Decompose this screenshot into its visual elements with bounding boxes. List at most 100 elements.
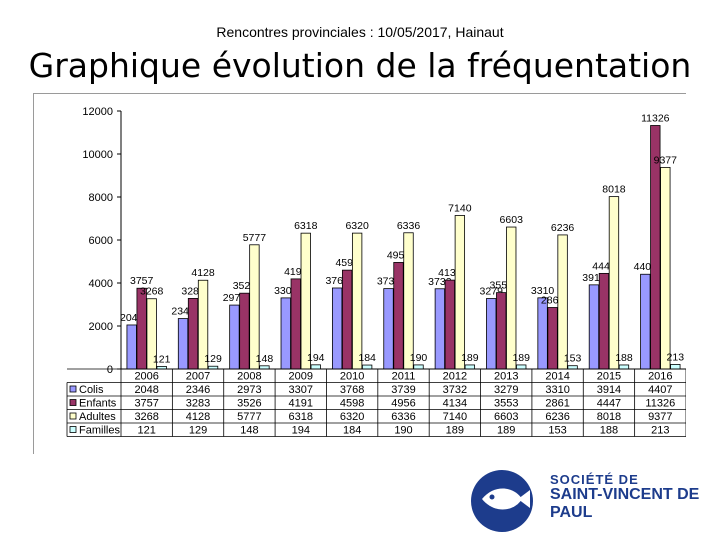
table-cell: 129: [189, 425, 207, 437]
data-label: 6318: [294, 220, 318, 232]
legend-swatch: [69, 412, 77, 420]
data-label: 6236: [551, 222, 575, 234]
data-label: 189: [461, 352, 479, 364]
table-cell: 6603: [494, 411, 518, 423]
data-label: 4956: [387, 249, 411, 261]
table-cell: 9377: [648, 411, 672, 423]
table-cell: 3757: [134, 398, 158, 410]
data-label: 6336: [397, 220, 421, 232]
data-label: 194: [307, 352, 325, 364]
bar-familles: [464, 364, 476, 370]
x-tick-label: 2008: [237, 371, 261, 383]
table-cell: 4447: [597, 398, 621, 410]
bar-colis: [177, 318, 189, 370]
x-tick-label: 2013: [494, 371, 518, 383]
x-tick-label: 2006: [134, 371, 158, 383]
table-cell: 3310: [545, 384, 569, 396]
bar-familles: [207, 365, 219, 370]
table-cell: 184: [343, 425, 361, 437]
data-label: 129: [204, 353, 222, 365]
data-label: 188: [615, 352, 633, 364]
legend-label: Enfants: [79, 398, 117, 410]
table-cell: 6320: [340, 411, 364, 423]
bar-familles: [670, 364, 681, 370]
bar-colis: [383, 288, 394, 370]
data-label: 8018: [602, 184, 626, 196]
table-cell: 3279: [494, 384, 518, 396]
data-label: 5777: [243, 232, 267, 244]
x-tick-label: 2016: [648, 371, 672, 383]
bar-colis: [640, 273, 651, 370]
y-tick-label: 4000: [89, 278, 113, 290]
table-cell: 4134: [443, 398, 467, 410]
bar-enfants: [393, 262, 404, 370]
table-cell: 2861: [545, 398, 569, 410]
table-cell: 6318: [289, 411, 313, 423]
x-tick-label: 2010: [340, 371, 364, 383]
legend-swatch: [69, 399, 77, 406]
bar-enfants: [239, 292, 250, 370]
data-label: 6320: [345, 220, 369, 232]
bar-familles: [413, 364, 424, 370]
y-tick-label: 12000: [82, 106, 113, 118]
table-cell: 4598: [340, 398, 364, 410]
bar-enfants: [496, 292, 507, 370]
bar-adultes: [454, 215, 466, 370]
x-tick-label: 2015: [597, 371, 621, 383]
data-label: 148: [256, 353, 274, 365]
table-cell: 4407: [648, 384, 672, 396]
table-cell: 2048: [134, 384, 158, 396]
bar-enfants: [290, 278, 301, 370]
bar-enfants: [341, 269, 353, 370]
data-label: 7140: [448, 202, 472, 214]
bar-familles: [618, 364, 630, 370]
table-cell: 188: [600, 425, 618, 437]
logo-line1: SOCIÉTÉ DE: [550, 472, 639, 487]
chart-panel: 0 2000 4000 6000 8000 10000 12000 2048 2346 2973 3…: [33, 93, 687, 454]
bar-enfants: [444, 279, 456, 370]
table-cell: 6236: [545, 411, 569, 423]
table-cell: 189: [446, 425, 464, 437]
data-label: 4128: [191, 267, 215, 279]
table-cell: 8018: [597, 411, 621, 423]
bar-familles: [516, 364, 527, 370]
logo-line2: SAINT-VINCENT DE PAUL: [550, 486, 700, 521]
bar-colis: [486, 298, 497, 370]
bar-adultes: [608, 196, 620, 370]
y-tick-label: 2000: [89, 321, 113, 333]
table-cell: 6336: [391, 411, 415, 423]
bar-colis: [588, 284, 600, 370]
table-cell: 153: [548, 425, 566, 437]
x-tick-label: 2007: [186, 371, 210, 383]
svdp-logo-icon: [462, 466, 542, 541]
table-cell: 11326: [645, 398, 675, 410]
chart-subtitle: Rencontres provinciales : 10/05/2017, Ha…: [216, 24, 504, 40]
bar-familles: [567, 365, 578, 370]
bar-adultes: [403, 232, 414, 370]
legend-label: Colis: [79, 384, 104, 396]
table-cell: 4956: [391, 398, 415, 410]
bar-colis: [537, 297, 548, 370]
table-cell: 3914: [597, 384, 621, 396]
table-cell: 4191: [289, 398, 313, 410]
page-title: Graphique évolution de la fréquentation: [28, 46, 692, 85]
bar-enfants: [187, 298, 199, 370]
table-cell: 3283: [186, 398, 210, 410]
table-cell: 3739: [391, 384, 415, 396]
table-cell: 3268: [134, 411, 158, 423]
table-cell: 189: [497, 425, 515, 437]
x-tick-label: 2011: [392, 371, 416, 383]
table-cell: 148: [240, 425, 258, 437]
bar-adultes: [506, 226, 517, 370]
table-cell: 4128: [186, 411, 210, 423]
table-cell: 213: [651, 425, 669, 437]
bar-adultes: [249, 244, 260, 370]
table-cell: 3732: [443, 384, 467, 396]
bar-adultes: [300, 232, 311, 370]
data-label: 189: [512, 352, 530, 364]
y-tick-label: 6000: [89, 235, 113, 247]
data-label: 153: [564, 353, 582, 365]
legend-swatch: [69, 385, 77, 393]
x-tick-label: 2009: [289, 371, 313, 383]
bar-enfants: [547, 307, 558, 370]
